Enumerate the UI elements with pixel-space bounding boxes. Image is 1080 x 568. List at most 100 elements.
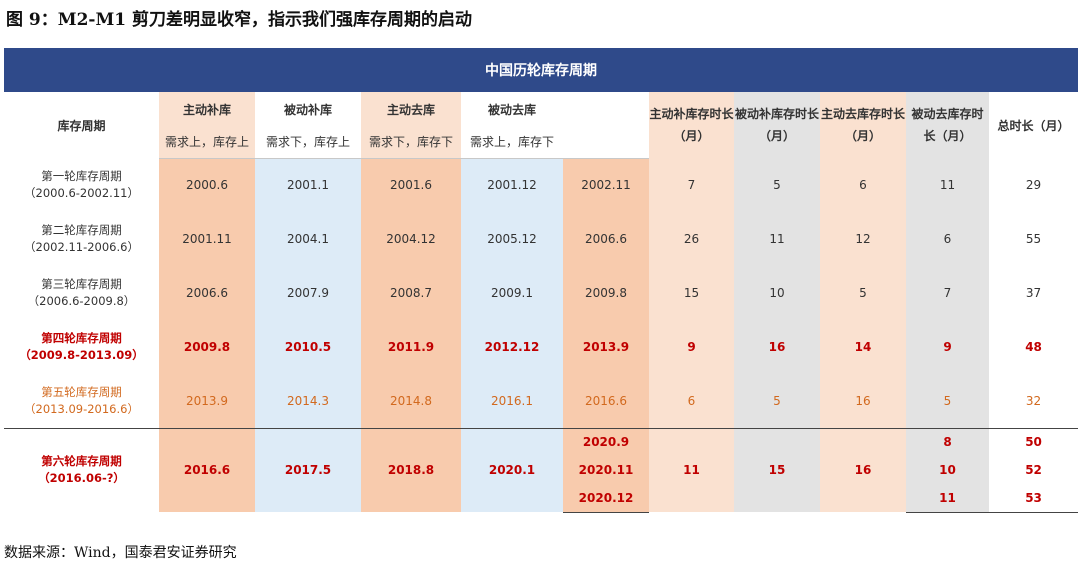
cycle-range: （2013.09-2016.6） bbox=[24, 401, 139, 416]
total-cell: 50 bbox=[989, 427, 1079, 456]
duration-cell: 6 bbox=[649, 374, 734, 428]
table-row: 第五轮库存周期 （2013.09-2016.6） 2013.9 2014.3 20… bbox=[4, 374, 1079, 428]
total-cell: 53 bbox=[989, 484, 1079, 513]
header-duration-1: 主动补库存时长（月） bbox=[649, 92, 734, 158]
header-stage-4-desc: 需求上，库存下 bbox=[461, 126, 563, 159]
total-cell: 32 bbox=[989, 374, 1079, 428]
table-row: 2020.12 11 53 bbox=[4, 484, 1079, 513]
total-cell: 55 bbox=[989, 212, 1079, 266]
duration-cell: 10 bbox=[734, 266, 820, 320]
table-row: 2020.11 10 52 bbox=[4, 456, 1079, 484]
duration-cell: 6 bbox=[820, 158, 906, 212]
duration-cell: 7 bbox=[906, 266, 989, 320]
cycle-name: 第三轮库存周期 bbox=[41, 277, 122, 291]
cycle-name: 第二轮库存周期 bbox=[41, 223, 122, 237]
duration-cell: 26 bbox=[649, 212, 734, 266]
date-cell: 2009.1 bbox=[461, 266, 563, 320]
header-stage-1-desc: 需求上，库存上 bbox=[159, 126, 255, 159]
header-stage-3-desc: 需求下，库存下 bbox=[361, 126, 461, 159]
cycle-range: （2000.6-2002.11） bbox=[24, 186, 139, 200]
cycle-name: 第四轮库存周期 bbox=[41, 331, 122, 345]
duration-cell: 9 bbox=[906, 320, 989, 374]
duration-cell: 11 bbox=[906, 158, 989, 212]
duration-cell: 7 bbox=[649, 158, 734, 212]
cycle-range: （2006.6-2009.8） bbox=[27, 294, 136, 308]
duration-cell: 12 bbox=[820, 212, 906, 266]
date-cell: 2005.12 bbox=[461, 212, 563, 266]
date-cell: 2001.12 bbox=[461, 158, 563, 212]
date-cell: 2020.11 bbox=[563, 456, 649, 484]
table-row: 第二轮库存周期 （2002.11-2006.6） 2001.11 2004.1 2… bbox=[4, 212, 1079, 266]
header-cycle: 库存周期 bbox=[4, 92, 159, 158]
date-cell: 2006.6 bbox=[563, 212, 649, 266]
table-row: 第三轮库存周期 （2006.6-2009.8） 2006.6 2007.9 200… bbox=[4, 266, 1079, 320]
date-cell: 2001.11 bbox=[159, 212, 255, 266]
duration-cell: 10 bbox=[906, 456, 989, 484]
duration-cell: 5 bbox=[906, 374, 989, 428]
cycle-name: 第六轮库存周期 bbox=[41, 454, 122, 469]
table-row: 第四轮库存周期 （2009.8-2013.09） 2009.8 2010.5 20… bbox=[4, 320, 1079, 374]
date-cell: 2002.11 bbox=[563, 158, 649, 212]
date-cell: 2017.5 bbox=[255, 427, 361, 512]
date-cell: 2018.8 bbox=[361, 427, 461, 512]
date-cell: 2020.12 bbox=[563, 484, 649, 513]
date-cell: 2013.9 bbox=[563, 320, 649, 374]
cycle-range: （2016.06-?） bbox=[38, 471, 125, 486]
table-row: 第六轮库存周期 （2016.06-?） 2016.6 2017.5 2018.8 … bbox=[4, 427, 1079, 512]
duration-cell: 14 bbox=[820, 320, 906, 374]
figure-title: 图 9：M2-M1 剪刀差明显收窄，指示我们强库存周期的启动 bbox=[6, 10, 473, 30]
duration-cell: 11 bbox=[906, 484, 989, 513]
duration-cell: 5 bbox=[734, 374, 820, 428]
duration-cell: 11 bbox=[734, 212, 820, 266]
header-stage-2: 被动补库 bbox=[255, 92, 361, 126]
date-cell: 2004.12 bbox=[361, 212, 461, 266]
header-stage-4: 被动去库 bbox=[461, 92, 563, 126]
date-cell: 2014.3 bbox=[255, 374, 361, 428]
duration-cell: 5 bbox=[734, 158, 820, 212]
date-cell: 2009.8 bbox=[159, 320, 255, 374]
cycle-range: （2002.11-2006.6） bbox=[24, 240, 139, 254]
duration-cell: 16 bbox=[820, 374, 906, 428]
duration-cell: 15 bbox=[649, 266, 734, 320]
date-cell: 2016.6 bbox=[159, 427, 255, 512]
duration-cell: 9 bbox=[649, 320, 734, 374]
cycle-name: 第五轮库存周期 bbox=[41, 384, 122, 399]
inventory-cycle-table: 中国历轮库存周期 库存周期 主动补库 被动补库 主动去库 被动去库 主动补库存时… bbox=[4, 48, 1079, 513]
date-cell: 2004.1 bbox=[255, 212, 361, 266]
date-cell: 2020.9 bbox=[563, 427, 649, 456]
duration-cell: 11 bbox=[649, 427, 734, 512]
table-banner: 中国历轮库存周期 bbox=[4, 48, 1079, 92]
date-cell: 2014.8 bbox=[361, 374, 461, 428]
date-cell: 2016.6 bbox=[563, 374, 649, 428]
duration-cell: 6 bbox=[906, 212, 989, 266]
duration-cell: 5 bbox=[820, 266, 906, 320]
total-cell: 29 bbox=[989, 158, 1079, 212]
date-cell: 2010.5 bbox=[255, 320, 361, 374]
table-row: 第一轮库存周期 （2000.6-2002.11） 2000.6 2001.1 20… bbox=[4, 158, 1079, 212]
duration-cell: 16 bbox=[820, 427, 906, 512]
data-source: 数据来源：Wind，国泰君安证券研究 bbox=[4, 545, 237, 561]
duration-cell: 16 bbox=[734, 320, 820, 374]
header-duration-4: 被动去库存时长（月） bbox=[906, 92, 989, 158]
header-total: 总时长（月） bbox=[989, 92, 1079, 158]
header-stage-3: 主动去库 bbox=[361, 92, 461, 126]
date-cell: 2016.1 bbox=[461, 374, 563, 428]
date-cell: 2006.6 bbox=[159, 266, 255, 320]
date-cell: 2011.9 bbox=[361, 320, 461, 374]
header-stage-1: 主动补库 bbox=[159, 92, 255, 126]
date-cell: 2001.1 bbox=[255, 158, 361, 212]
total-cell: 52 bbox=[989, 456, 1079, 484]
duration-cell: 8 bbox=[906, 427, 989, 456]
cycle-range: （2009.8-2013.09） bbox=[19, 348, 144, 362]
date-cell: 2012.12 bbox=[461, 320, 563, 374]
date-cell: 2009.8 bbox=[563, 266, 649, 320]
date-cell: 2007.9 bbox=[255, 266, 361, 320]
header-stage-2-desc: 需求下，库存上 bbox=[255, 126, 361, 159]
date-cell: 2008.7 bbox=[361, 266, 461, 320]
date-cell: 2013.9 bbox=[159, 374, 255, 428]
header-duration-3: 主动去库存时长（月） bbox=[820, 92, 906, 158]
total-cell: 37 bbox=[989, 266, 1079, 320]
date-cell: 2000.6 bbox=[159, 158, 255, 212]
total-cell: 48 bbox=[989, 320, 1079, 374]
date-cell: 2001.6 bbox=[361, 158, 461, 212]
